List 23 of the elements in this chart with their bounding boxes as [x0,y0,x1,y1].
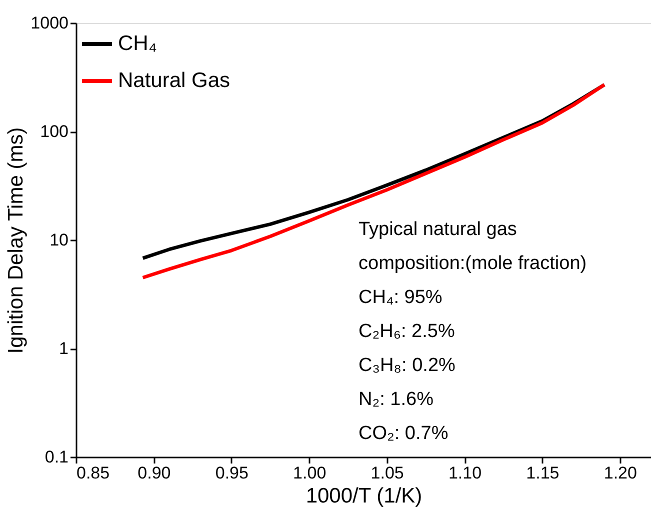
x-tick-label: 1.10 [448,464,482,482]
y-axis-title: Ignition Delay Time (ms) [4,127,28,354]
annotation: C₂H₆: 2.5% [358,321,455,342]
legend-label: Natural Gas [118,69,230,92]
legend-label: CH₄ [118,32,157,55]
y-tick-label: 1000 [30,14,68,32]
x-tick-label: 0.90 [138,464,171,482]
annotation: N₂: 1.6% [358,389,434,410]
x-tick-label: 1.00 [293,464,326,482]
y-tick-label: 1 [59,339,68,358]
x-tick-label: 0.85 [76,464,110,482]
annotation: Typical natural gas composition:(mole fraction) [358,219,587,274]
annotation: C₃H₈: 0.2% [358,355,456,376]
annotation: CO₂: 0.7% [358,423,448,444]
x-tick-label: 1.20 [604,464,637,482]
x-tick-label: 0.95 [215,464,248,482]
y-tick-label: 100 [40,122,68,141]
x-axis-title: 1000/T (1/K) [306,484,422,508]
y-tick-label: 0.1 [44,448,68,466]
x-tick-label: 1.05 [370,464,404,482]
annotation: CH₄: 95% [358,287,442,308]
y-tick-label: 10 [50,230,68,250]
x-tick-label: 1.15 [526,464,560,482]
